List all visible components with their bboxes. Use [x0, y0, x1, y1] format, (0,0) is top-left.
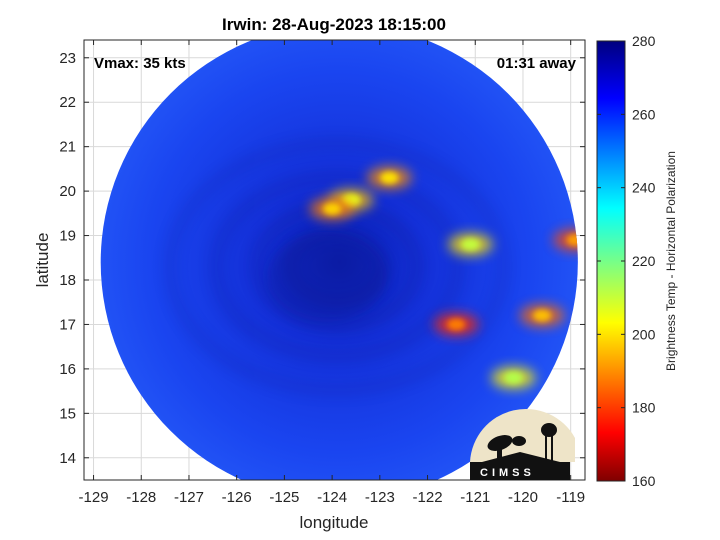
warm-feature	[533, 309, 552, 322]
y-tick-label: 17	[59, 316, 76, 333]
plot-frame	[83, 39, 586, 481]
x-tick-label: -122	[413, 489, 443, 506]
colorbar-tick-label: 220	[632, 253, 656, 269]
colorbar-gradient	[596, 40, 626, 482]
time-away-annotation: 01:31 away	[497, 55, 577, 72]
colorbar-tick-label: 260	[632, 106, 656, 122]
y-tick-label: 21	[59, 139, 76, 156]
y-axis-label: latitude	[33, 233, 52, 288]
x-tick-label: -120	[508, 489, 538, 506]
water-tower-icon	[541, 423, 557, 437]
spiral-band	[209, 170, 465, 363]
colorbar-tick-label: 200	[632, 326, 656, 342]
y-tick-label: 19	[59, 228, 76, 245]
colorbar: 160 180 200 220 240 260 280 Brightness Temp - …	[596, 33, 678, 489]
warm-feature	[566, 234, 578, 246]
spiral-band	[163, 136, 511, 397]
warm-feature	[504, 371, 523, 384]
warm-feature	[461, 238, 480, 251]
y-tick-label: 23	[59, 50, 76, 67]
plot-area: -129 -128 -127 -126 -125 -124 -123 -122 -121 -120…	[59, 39, 586, 506]
spiral-bands	[163, 136, 511, 397]
y-tick-label: 16	[59, 361, 76, 378]
colorbar-label: Brightness Temp - Horizontal Polarizatio…	[664, 151, 678, 371]
y-tick-label: 20	[59, 183, 76, 200]
cimss-logo: CIMSS	[470, 408, 575, 480]
x-tick-label: -126	[222, 489, 252, 506]
tower-leg-icon	[551, 436, 553, 462]
x-tick-label: -129	[79, 489, 109, 506]
chart-title: Irwin: 28-Aug-2023 18:15:00	[222, 15, 446, 34]
logo-bar	[470, 462, 570, 480]
x-tick-label: -121	[460, 489, 490, 506]
colorbar-tick-label: 240	[632, 180, 656, 196]
y-tick-label: 18	[59, 272, 76, 289]
swath	[100, 40, 578, 480]
x-tick-label: -119	[556, 489, 585, 506]
building-icon	[482, 452, 560, 462]
y-tick-label: 15	[59, 405, 76, 422]
colorbar-tick-label: 180	[632, 400, 656, 416]
colorbar-tick-label: 280	[632, 33, 656, 49]
warm-feature	[323, 202, 342, 215]
colorbar-ticks: 160 180 200 220 240 260 280	[597, 33, 656, 489]
warm-feature	[447, 318, 466, 331]
vmax-annotation: Vmax: 35 kts	[94, 55, 186, 72]
logo-label: CIMSS	[480, 467, 535, 479]
small-dish-icon	[512, 436, 526, 446]
storm-core	[266, 231, 387, 322]
y-tick-label: 14	[59, 450, 76, 467]
x-tick-label: -127	[174, 489, 204, 506]
warm-feature	[380, 171, 399, 184]
x-tick-label: -123	[365, 489, 395, 506]
axis-ticks: -129 -128 -127 -126 -125 -124 -123 -122 -121 -120…	[59, 40, 585, 506]
warm-features	[310, 166, 578, 389]
x-tick-label: -124	[317, 489, 347, 506]
tower-leg-icon	[545, 436, 547, 462]
colorbar-tick-label: 160	[632, 473, 656, 489]
swath-detail	[163, 136, 578, 397]
y-tick-label: 22	[59, 94, 76, 111]
x-tick-label: -125	[269, 489, 299, 506]
dish-stand-icon	[497, 446, 502, 462]
x-axis-label: longitude	[299, 513, 368, 532]
satellite-dish-icon	[487, 435, 513, 451]
x-tick-label: -128	[126, 489, 156, 506]
